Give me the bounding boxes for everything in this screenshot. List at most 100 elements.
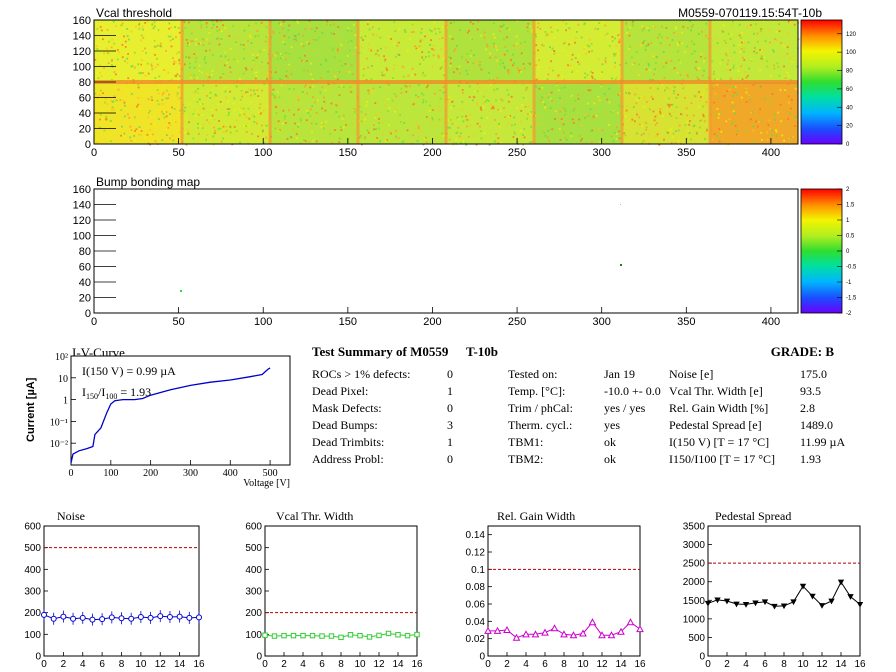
pixel-speckle (555, 84, 558, 86)
pixel-speckle (324, 109, 327, 112)
pixel-speckle (254, 93, 256, 95)
pixel-speckle (778, 23, 780, 25)
pixel-speckle (200, 24, 203, 26)
data-point (99, 616, 106, 623)
pixel-speckle (188, 74, 191, 77)
pixel-speckle (788, 137, 791, 140)
pixel-speckle (637, 74, 640, 77)
pixel-speckle (619, 40, 621, 43)
pixel-speckle (326, 23, 329, 26)
pixel-speckle (700, 96, 702, 98)
data-point (550, 624, 559, 632)
pixel-speckle (135, 128, 138, 131)
pixel-speckle (411, 23, 414, 26)
pixel-speckle (117, 88, 120, 91)
data-point (714, 597, 721, 604)
pixel-speckle (702, 105, 704, 108)
pixel-speckle (265, 26, 268, 29)
pixel-speckle (625, 109, 628, 112)
chart-title: Rel. Gain Width (497, 509, 575, 523)
pixel-speckle (577, 93, 580, 96)
pixel-speckle (600, 84, 603, 87)
pixel-speckle (123, 35, 125, 38)
pixel-speckle (452, 142, 455, 145)
y-tick-label: 0.04 (466, 617, 486, 628)
palette-tick-label: 120 (846, 32, 857, 38)
pixel-speckle (402, 140, 405, 143)
pixel-speckle (739, 51, 742, 53)
iv-x-tick-label: 0 (69, 468, 74, 479)
pixel-speckle (146, 20, 149, 23)
pixel-speckle (431, 48, 433, 50)
pixel-speckle (186, 44, 189, 47)
pixel-speckle (350, 91, 353, 93)
pixel-speckle (395, 95, 398, 98)
pixel-speckle (201, 127, 204, 130)
pixel-speckle (236, 54, 238, 57)
pixel-speckle (726, 90, 729, 92)
pixel-speckle (169, 39, 172, 42)
pixel-speckle (534, 57, 537, 60)
pixel-speckle (303, 139, 305, 141)
pixel-speckle (696, 92, 699, 95)
pixel-speckle (179, 110, 181, 112)
pixel-speckle (312, 85, 314, 88)
pixel-speckle (676, 50, 679, 53)
pixel-speckle (570, 58, 573, 61)
pixel-speckle (138, 23, 141, 26)
pixel-speckle (684, 51, 686, 53)
pixel-speckle (442, 86, 445, 89)
pixel-speckle (713, 70, 715, 73)
pixel-speckle (233, 58, 236, 61)
pixel-speckle (650, 95, 653, 98)
iv-curve-line (70, 367, 271, 463)
pixel-speckle (688, 132, 691, 134)
pixel-speckle (671, 103, 674, 106)
pixel-speckle (494, 119, 497, 121)
pixel-speckle (165, 50, 167, 52)
bump-map-palette (800, 188, 843, 314)
pixel-speckle (704, 131, 707, 134)
pixel-speckle (358, 51, 361, 54)
pixel-speckle (296, 20, 299, 23)
pixel-speckle (480, 34, 483, 37)
pixel-speckle (103, 129, 106, 132)
pixel-speckle (442, 134, 445, 137)
pixel-speckle (310, 122, 313, 125)
pixel-speckle (706, 128, 708, 131)
pixel-speckle (123, 132, 126, 135)
pixel-speckle (438, 38, 441, 40)
pixel-speckle (381, 74, 384, 77)
pixel-speckle (278, 129, 281, 131)
pixel-speckle (475, 60, 478, 62)
pixel-speckle (649, 69, 651, 72)
pixel-speckle (238, 114, 241, 117)
pixel-speckle (686, 27, 689, 29)
pixel-speckle (166, 89, 168, 92)
pixel-speckle (259, 103, 262, 106)
x-tick-label: 50 (172, 147, 184, 159)
pixel-speckle (177, 98, 180, 101)
pixel-speckle (302, 45, 304, 48)
data-point (780, 603, 788, 610)
pixel-speckle (338, 71, 341, 73)
x-tick-label: 10 (354, 659, 366, 670)
pixel-speckle (493, 45, 495, 48)
pixel-speckle (137, 97, 140, 99)
pixel-speckle (647, 62, 650, 65)
pixel-speckle (329, 133, 332, 135)
pixel-speckle (305, 60, 308, 62)
pixel-speckle (590, 42, 593, 45)
pixel-speckle (172, 57, 174, 59)
pixel-speckle (652, 25, 655, 28)
pixel-speckle (557, 89, 560, 92)
pixel-speckle (343, 114, 345, 117)
pixel-speckle (716, 108, 719, 110)
pixel-speckle (388, 124, 390, 127)
pixel-speckle (466, 53, 469, 55)
pixel-speckle (199, 103, 202, 105)
pixel-speckle (333, 56, 336, 58)
data-point (300, 632, 306, 639)
pixel-speckle (249, 101, 252, 103)
